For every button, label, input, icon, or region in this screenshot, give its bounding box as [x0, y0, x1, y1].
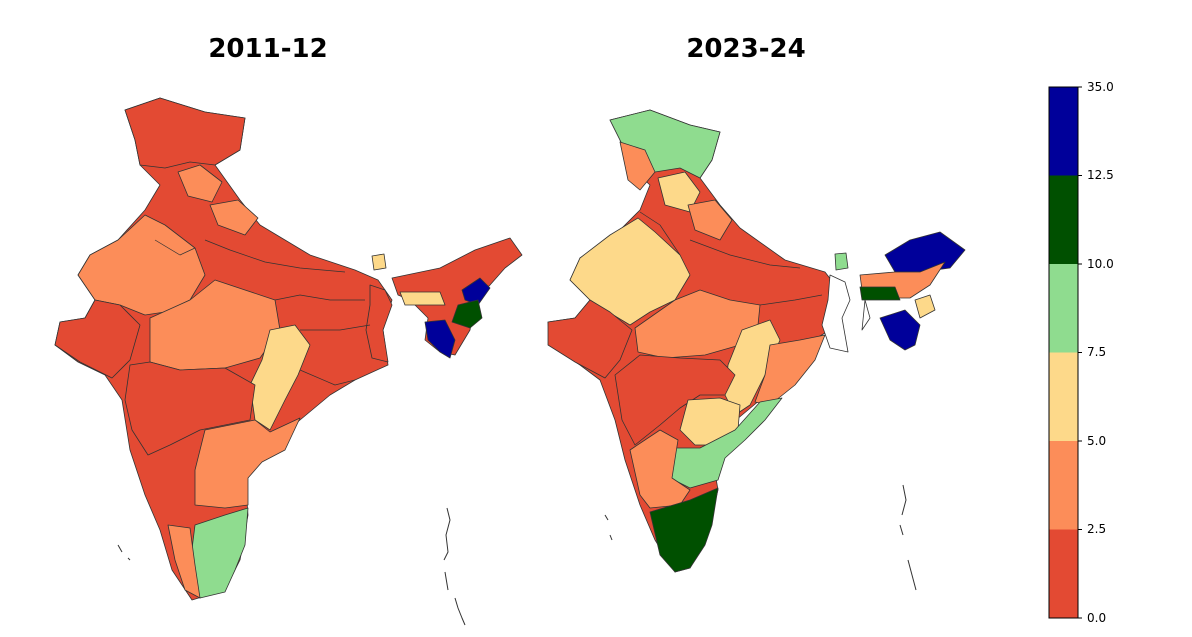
india-map-2023-24 — [547, 109, 966, 591]
state-sikkim-right — [834, 252, 849, 271]
colorbar — [1048, 86, 1082, 619]
state-manipur-left — [451, 299, 483, 329]
colorbar-bin-4 — [1049, 175, 1078, 264]
state-gujarat-left — [54, 299, 141, 379]
colorbar-tick-0: 0.0 — [1087, 611, 1107, 625]
state-odisha-right — [754, 334, 826, 406]
state-mizoram-right — [879, 309, 921, 351]
state-maharashtra-right — [614, 354, 736, 446]
state-meghalaya-right — [859, 286, 901, 301]
state-uk-right — [687, 199, 733, 241]
state-jk-left — [124, 97, 246, 169]
india-map-2011-12 — [54, 97, 523, 626]
state-uk-left — [209, 199, 259, 236]
state-jk-south-right — [619, 141, 656, 191]
state-gujarat-right — [547, 299, 633, 379]
map-title-2011-12: 2011-12 — [208, 34, 328, 64]
state-chhattisgarh-left — [249, 324, 311, 431]
colorbar-tick-2-5: 2.5 — [1087, 522, 1107, 536]
state-arunachal-right — [884, 231, 966, 273]
internal-borders-left — [154, 239, 371, 386]
state-wb-left — [365, 284, 393, 363]
colorbar-tick-7-5: 7.5 — [1087, 345, 1107, 359]
state-kerala-left — [167, 524, 201, 599]
map-title-2023-24: 2023-24 — [686, 34, 806, 64]
state-wb-right — [821, 274, 851, 353]
colorbar-bin-5 — [1049, 87, 1078, 176]
state-hp-left — [177, 164, 223, 203]
state-tn-right — [649, 487, 719, 573]
state-nagaland-left — [461, 277, 491, 306]
state-tripura-left — [424, 319, 456, 359]
islands-right — [604, 484, 917, 591]
colorbar-tick-12-5: 12.5 — [1087, 168, 1114, 182]
colorbar-tick-35: 35.0 — [1087, 80, 1114, 94]
state-sikkim-left — [371, 253, 387, 271]
state-ap-right — [669, 397, 783, 489]
colorbar-bin-1 — [1049, 441, 1078, 530]
state-nagaland-right — [914, 294, 936, 319]
state-maharashtra-left — [124, 361, 256, 456]
internal-borders-right — [639, 211, 823, 306]
colorbar-bin-0 — [1049, 529, 1078, 618]
colorbar-tick-10: 10.0 — [1087, 257, 1114, 271]
state-karnataka-right — [629, 429, 691, 509]
colorbar-bin-2 — [1049, 352, 1078, 441]
state-hp-right — [657, 171, 701, 213]
state-ap-left — [194, 417, 301, 509]
islands-left — [117, 507, 466, 626]
colorbar-bin-3 — [1049, 264, 1078, 353]
colorbar-tick-5: 5.0 — [1087, 434, 1107, 448]
state-meghalaya-left — [399, 291, 446, 306]
state-tripura-right — [861, 299, 871, 331]
